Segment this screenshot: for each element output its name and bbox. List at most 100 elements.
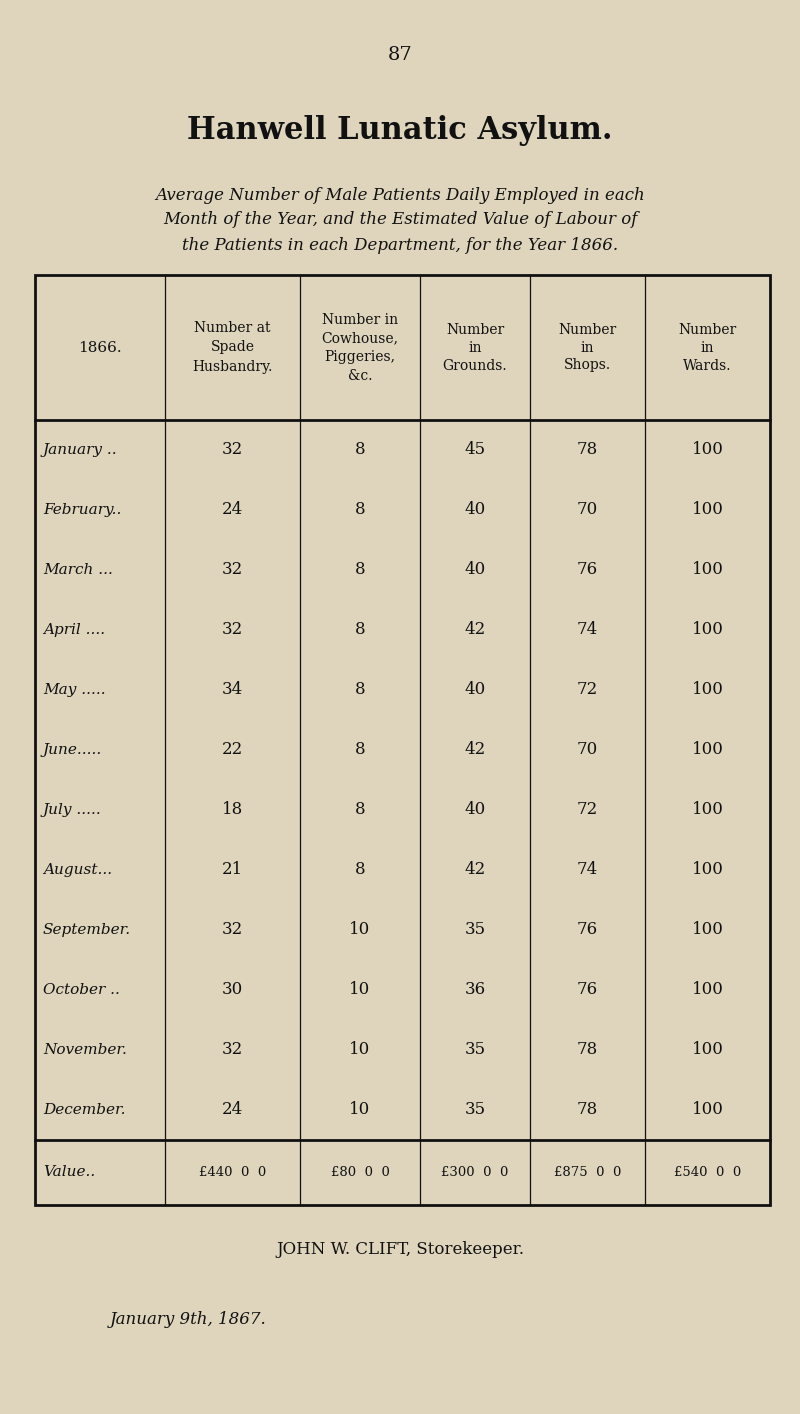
Text: 100: 100 <box>691 682 723 699</box>
Text: June.....: June..... <box>43 742 102 756</box>
Text: 87: 87 <box>388 47 412 64</box>
Text: 70: 70 <box>577 502 598 519</box>
Text: 35: 35 <box>465 1042 486 1059</box>
Text: Hanwell Lunatic Asylum.: Hanwell Lunatic Asylum. <box>187 115 613 146</box>
Bar <box>35 274 770 1205</box>
Text: in: in <box>468 341 482 355</box>
Text: 32: 32 <box>222 441 243 458</box>
Text: 40: 40 <box>464 502 486 519</box>
Text: Cowhouse,: Cowhouse, <box>322 331 398 345</box>
Text: 42: 42 <box>464 741 486 758</box>
Text: 76: 76 <box>577 981 598 998</box>
Text: 74: 74 <box>577 861 598 878</box>
Text: 100: 100 <box>691 861 723 878</box>
Text: Number: Number <box>558 322 617 337</box>
Text: 100: 100 <box>691 922 723 939</box>
Text: Piggeries,: Piggeries, <box>325 351 395 365</box>
Text: 36: 36 <box>465 981 486 998</box>
Text: April ....: April .... <box>43 624 105 636</box>
Text: 32: 32 <box>222 622 243 639</box>
Text: January 9th, 1867.: January 9th, 1867. <box>110 1312 266 1329</box>
Text: 35: 35 <box>465 1102 486 1118</box>
Text: 10: 10 <box>350 1102 370 1118</box>
Text: 72: 72 <box>577 682 598 699</box>
Text: 74: 74 <box>577 622 598 639</box>
Text: February..: February.. <box>43 503 122 518</box>
Text: 10: 10 <box>350 1042 370 1059</box>
Text: 100: 100 <box>691 1102 723 1118</box>
Text: 10: 10 <box>350 922 370 939</box>
Text: 10: 10 <box>350 981 370 998</box>
Text: 78: 78 <box>577 1102 598 1118</box>
Text: 34: 34 <box>222 682 243 699</box>
Text: Number: Number <box>678 322 737 337</box>
Text: 8: 8 <box>354 561 366 578</box>
Text: 76: 76 <box>577 561 598 578</box>
Text: 100: 100 <box>691 622 723 639</box>
Text: January ..: January .. <box>43 443 118 457</box>
Text: Number: Number <box>446 322 504 337</box>
Text: 42: 42 <box>464 622 486 639</box>
Text: 18: 18 <box>222 802 243 819</box>
Text: 100: 100 <box>691 561 723 578</box>
Text: Spade: Spade <box>210 341 254 355</box>
Text: Wards.: Wards. <box>683 359 732 372</box>
Text: 1866.: 1866. <box>78 341 122 355</box>
Text: 45: 45 <box>465 441 486 458</box>
Text: Number at: Number at <box>194 321 270 335</box>
Text: 40: 40 <box>464 561 486 578</box>
Text: JOHN W. CLIFT, Storekeeper.: JOHN W. CLIFT, Storekeeper. <box>276 1241 524 1258</box>
Text: £540  0  0: £540 0 0 <box>674 1167 741 1179</box>
Text: September.: September. <box>43 923 131 937</box>
Text: Grounds.: Grounds. <box>442 359 507 372</box>
Text: 8: 8 <box>354 861 366 878</box>
Text: 8: 8 <box>354 622 366 639</box>
Text: 76: 76 <box>577 922 598 939</box>
Text: 22: 22 <box>222 741 243 758</box>
Text: December.: December. <box>43 1103 126 1117</box>
Text: 24: 24 <box>222 502 243 519</box>
Text: 100: 100 <box>691 441 723 458</box>
Text: 8: 8 <box>354 441 366 458</box>
Text: 8: 8 <box>354 502 366 519</box>
Text: 40: 40 <box>464 682 486 699</box>
Text: in: in <box>701 341 714 355</box>
Text: 42: 42 <box>464 861 486 878</box>
Text: Month of the Year, and the Estimated Value of Labour of: Month of the Year, and the Estimated Val… <box>163 212 637 229</box>
Text: £875  0  0: £875 0 0 <box>554 1167 621 1179</box>
Text: 40: 40 <box>464 802 486 819</box>
Text: 30: 30 <box>222 981 243 998</box>
Text: £300  0  0: £300 0 0 <box>442 1167 509 1179</box>
Text: 100: 100 <box>691 502 723 519</box>
Text: 24: 24 <box>222 1102 243 1118</box>
Text: £80  0  0: £80 0 0 <box>330 1167 390 1179</box>
Text: Shops.: Shops. <box>564 359 611 372</box>
Text: November.: November. <box>43 1044 127 1058</box>
Text: 8: 8 <box>354 741 366 758</box>
Text: March ...: March ... <box>43 563 113 577</box>
Text: &c.: &c. <box>348 369 372 383</box>
Text: 35: 35 <box>465 922 486 939</box>
Text: 100: 100 <box>691 1042 723 1059</box>
Text: 72: 72 <box>577 802 598 819</box>
Text: 100: 100 <box>691 741 723 758</box>
Text: 78: 78 <box>577 441 598 458</box>
Text: 100: 100 <box>691 802 723 819</box>
Text: 8: 8 <box>354 682 366 699</box>
Text: 70: 70 <box>577 741 598 758</box>
Text: £440  0  0: £440 0 0 <box>199 1167 266 1179</box>
Text: 78: 78 <box>577 1042 598 1059</box>
Text: in: in <box>581 341 594 355</box>
Text: May .....: May ..... <box>43 683 106 697</box>
Text: 32: 32 <box>222 922 243 939</box>
Text: Average Number of Male Patients Daily Employed in each: Average Number of Male Patients Daily Em… <box>155 187 645 204</box>
Text: the Patients in each Department, for the Year 1866.: the Patients in each Department, for the… <box>182 236 618 253</box>
Text: 32: 32 <box>222 561 243 578</box>
Text: Number in: Number in <box>322 312 398 327</box>
Text: 21: 21 <box>222 861 243 878</box>
Text: 8: 8 <box>354 802 366 819</box>
Text: August...: August... <box>43 863 112 877</box>
Text: 100: 100 <box>691 981 723 998</box>
Text: October ..: October .. <box>43 983 120 997</box>
Text: July .....: July ..... <box>43 803 102 817</box>
